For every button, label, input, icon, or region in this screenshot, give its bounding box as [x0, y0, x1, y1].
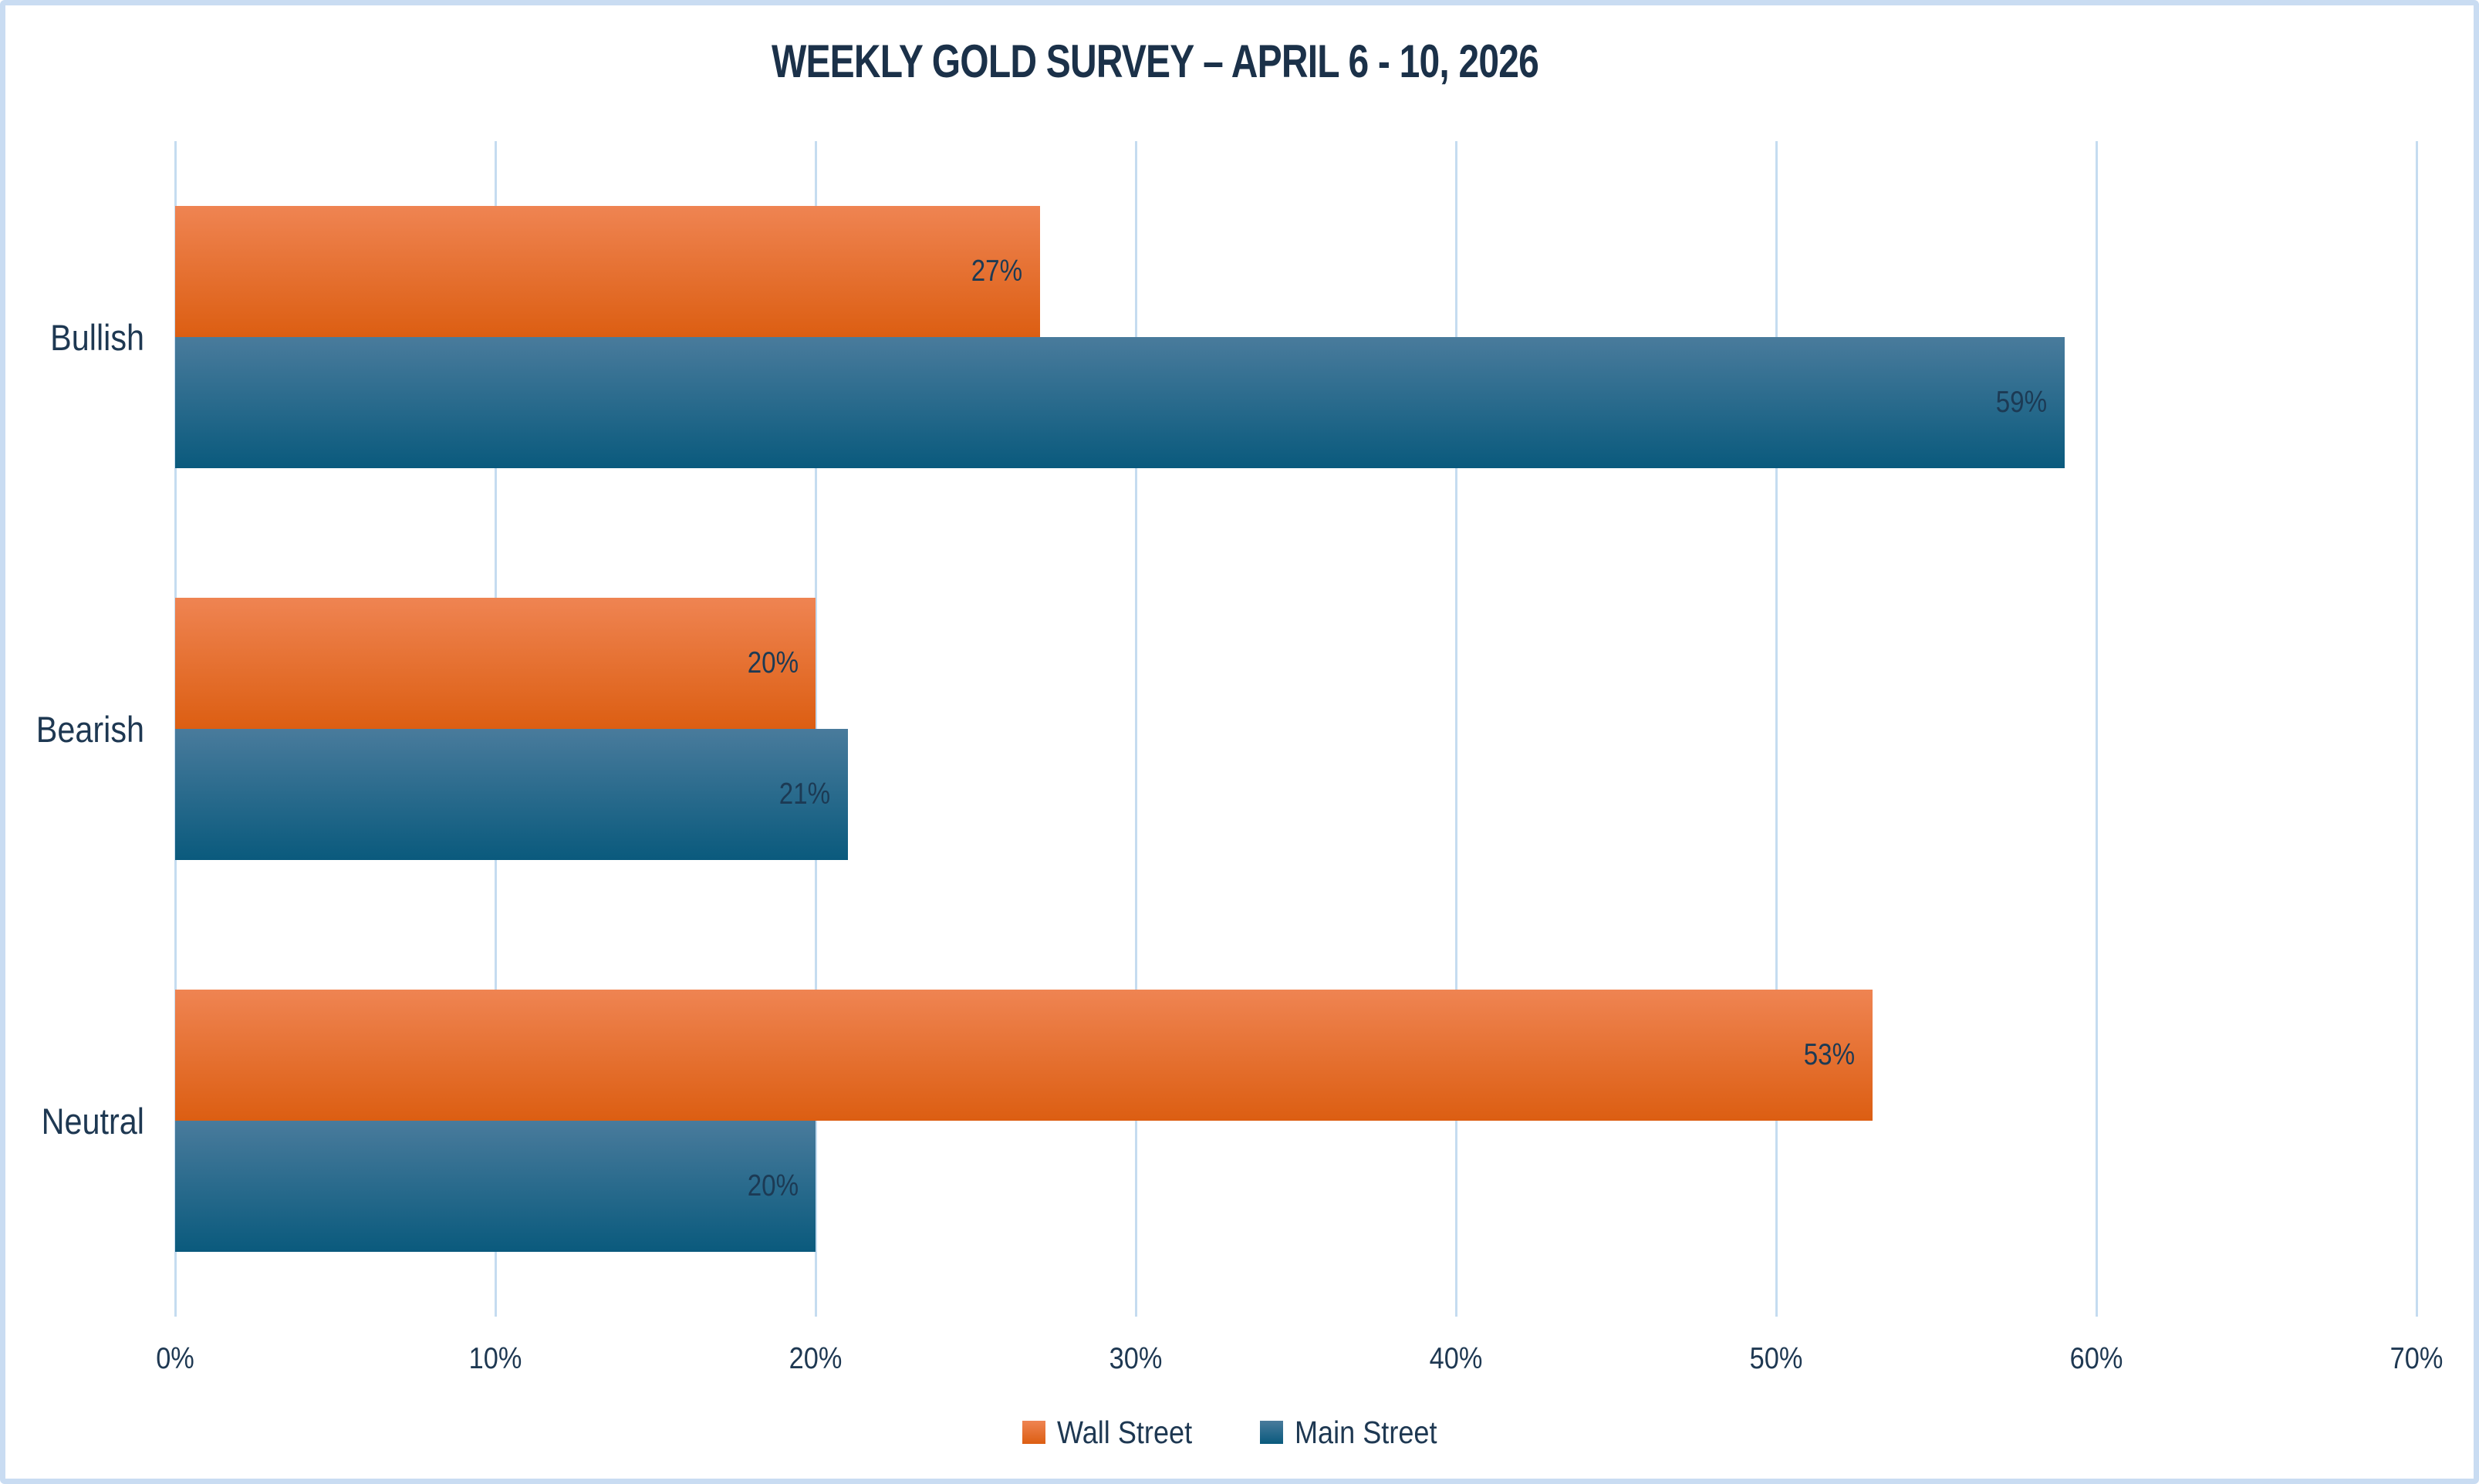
legend-item-wall-street: Wall Street — [1022, 1415, 1211, 1451]
gridline-70 — [2415, 141, 2418, 1317]
value-label-wall-street-bullish: 27% — [971, 255, 1023, 288]
bar-main-street-neutral: 20% — [175, 1121, 816, 1252]
legend-label-wall-street: Wall Street — [1057, 1414, 1193, 1450]
legend-item-main-street: Main Street — [1260, 1415, 1457, 1451]
x-tick-label-60: 60% — [2069, 1342, 2123, 1375]
value-label-main-street-bullish: 59% — [1996, 386, 2048, 419]
bar-main-street-bearish: 21% — [175, 729, 848, 860]
bar-main-street-bullish: 59% — [175, 337, 2065, 468]
plot-area: 27% 59% 20% 21% 53% 20% — [174, 141, 2418, 1317]
value-label-main-street-bearish: 21% — [779, 777, 831, 811]
gridline-60 — [2095, 141, 2098, 1317]
gridline-50 — [1775, 141, 1778, 1317]
x-tick-label-70: 70% — [2389, 1342, 2444, 1375]
value-axis: 0% 10% 20% 30% 40% 50% 60% 70% — [156, 1342, 2443, 1381]
legend: Wall Street Main Street — [5, 1412, 2474, 1452]
legend-label-main-street: Main Street — [1295, 1414, 1437, 1450]
legend-swatch-wall-street — [1022, 1421, 1046, 1444]
category-label-bearish: Bearish — [35, 709, 144, 750]
legend-swatch-main-street — [1260, 1421, 1284, 1444]
value-label-wall-street-bearish: 20% — [747, 646, 799, 680]
x-tick-label-0: 0% — [156, 1342, 194, 1375]
bar-wall-street-bullish: 27% — [175, 206, 1040, 337]
value-label-main-street-neutral: 20% — [747, 1169, 799, 1202]
bar-wall-street-neutral: 53% — [175, 990, 1873, 1121]
x-tick-label-40: 40% — [1429, 1342, 1483, 1375]
x-tick-label-10: 10% — [468, 1342, 522, 1375]
chart-title: WEEKLY GOLD SURVEY – APRIL 6 - 10, 2026 — [771, 35, 1539, 87]
bar-wall-street-bearish: 20% — [175, 598, 816, 729]
category-axis: Bullish Bearish Neutral — [5, 141, 144, 1317]
category-label-neutral: Neutral — [41, 1101, 144, 1142]
gridline-30 — [1134, 141, 1137, 1317]
value-label-wall-street-neutral: 53% — [1804, 1038, 1856, 1071]
x-tick-label-20: 20% — [789, 1342, 843, 1375]
x-tick-label-30: 30% — [1109, 1342, 1163, 1375]
x-tick-label-50: 50% — [1749, 1342, 1803, 1375]
gridline-40 — [1454, 141, 1457, 1317]
category-label-bullish: Bullish — [50, 317, 144, 358]
